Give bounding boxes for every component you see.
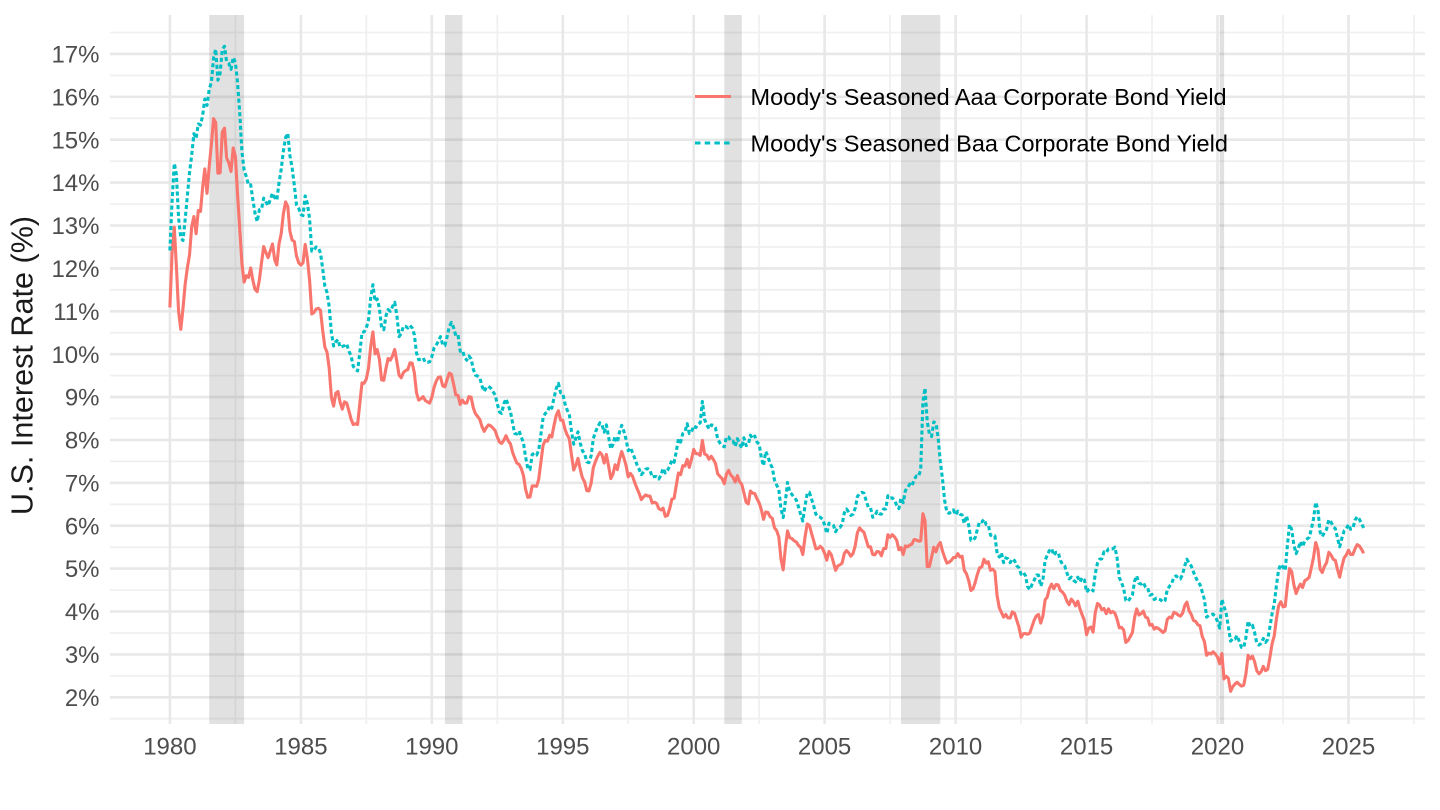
svg-text:17%: 17% [51,42,99,69]
svg-text:U.S. Interest Rate (%): U.S. Interest Rate (%) [5,216,39,515]
svg-text:15%: 15% [51,127,99,154]
svg-text:10%: 10% [51,342,99,369]
svg-text:2005: 2005 [798,734,851,761]
svg-text:Moody's Seasoned Aaa Corporate: Moody's Seasoned Aaa Corporate Bond Yiel… [751,84,1227,110]
svg-text:6%: 6% [65,513,100,540]
svg-text:2015: 2015 [1060,734,1113,761]
svg-text:12%: 12% [51,256,99,283]
svg-text:Moody's Seasoned Baa Corporate: Moody's Seasoned Baa Corporate Bond Yiel… [751,131,1228,157]
svg-text:16%: 16% [51,84,99,111]
svg-text:2%: 2% [65,685,100,712]
svg-text:5%: 5% [65,556,100,583]
svg-text:1980: 1980 [143,734,196,761]
svg-text:8%: 8% [65,428,100,455]
svg-text:1995: 1995 [536,734,589,761]
svg-text:4%: 4% [65,599,100,626]
svg-text:7%: 7% [65,470,100,497]
svg-text:13%: 13% [51,213,99,240]
svg-text:14%: 14% [51,170,99,197]
svg-text:2010: 2010 [929,734,982,761]
svg-text:11%: 11% [53,299,99,326]
svg-text:1990: 1990 [405,734,458,761]
svg-text:3%: 3% [65,642,100,669]
svg-text:2025: 2025 [1322,734,1375,761]
svg-text:2020: 2020 [1191,734,1244,761]
svg-text:1985: 1985 [274,734,327,761]
svg-text:9%: 9% [65,385,100,412]
svg-text:2000: 2000 [667,734,720,761]
